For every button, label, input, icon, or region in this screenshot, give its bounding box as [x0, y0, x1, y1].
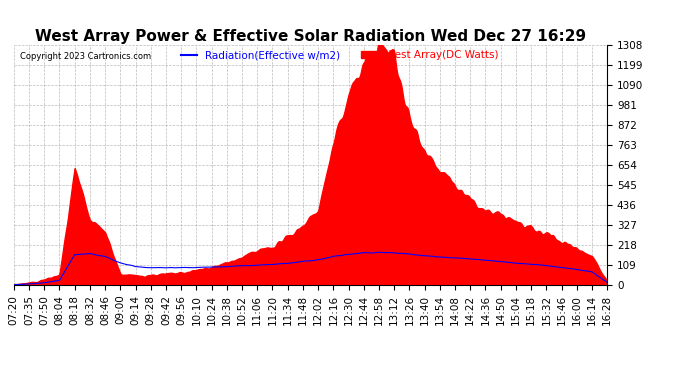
- Title: West Array Power & Effective Solar Radiation Wed Dec 27 16:29: West Array Power & Effective Solar Radia…: [35, 29, 586, 44]
- Legend: Radiation(Effective w/m2), West Array(DC Watts): Radiation(Effective w/m2), West Array(DC…: [181, 50, 499, 60]
- Text: Copyright 2023 Cartronics.com: Copyright 2023 Cartronics.com: [20, 52, 151, 61]
